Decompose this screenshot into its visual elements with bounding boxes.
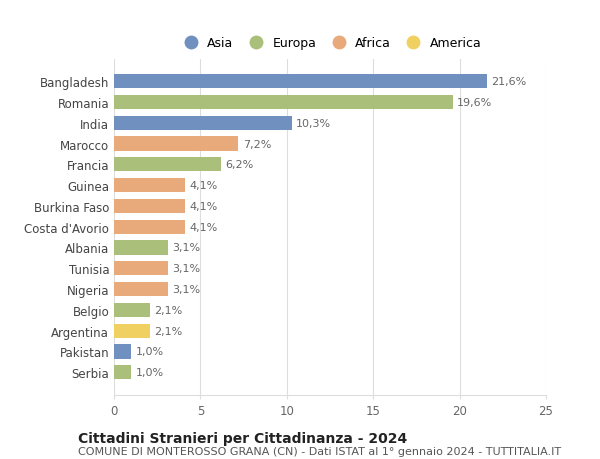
Text: 7,2%: 7,2% xyxy=(243,139,271,149)
Bar xyxy=(114,345,131,359)
Text: 3,1%: 3,1% xyxy=(172,243,200,253)
Bar xyxy=(114,75,487,89)
Bar xyxy=(114,282,167,297)
Text: 4,1%: 4,1% xyxy=(189,202,217,212)
Text: 1,0%: 1,0% xyxy=(136,368,164,377)
Bar xyxy=(114,365,131,380)
Bar xyxy=(114,179,185,193)
Text: 3,1%: 3,1% xyxy=(172,285,200,294)
Text: 21,6%: 21,6% xyxy=(491,77,527,87)
Legend: Asia, Europa, Africa, America: Asia, Europa, Africa, America xyxy=(173,33,487,56)
Bar xyxy=(114,95,452,110)
Bar xyxy=(114,262,167,276)
Text: 1,0%: 1,0% xyxy=(136,347,164,357)
Text: COMUNE DI MONTEROSSO GRANA (CN) - Dati ISTAT al 1° gennaio 2024 - TUTTITALIA.IT: COMUNE DI MONTEROSSO GRANA (CN) - Dati I… xyxy=(78,446,561,456)
Text: 2,1%: 2,1% xyxy=(155,305,183,315)
Text: 2,1%: 2,1% xyxy=(155,326,183,336)
Bar xyxy=(114,199,185,213)
Bar xyxy=(114,324,150,338)
Bar xyxy=(114,303,150,317)
Bar xyxy=(114,117,292,130)
Text: 3,1%: 3,1% xyxy=(172,264,200,274)
Text: 6,2%: 6,2% xyxy=(226,160,254,170)
Text: 4,1%: 4,1% xyxy=(189,181,217,190)
Bar xyxy=(114,137,238,151)
Bar xyxy=(114,220,185,234)
Text: 4,1%: 4,1% xyxy=(189,222,217,232)
Text: 19,6%: 19,6% xyxy=(457,98,492,108)
Bar xyxy=(114,241,167,255)
Bar xyxy=(114,158,221,172)
Text: 10,3%: 10,3% xyxy=(296,118,331,129)
Text: Cittadini Stranieri per Cittadinanza - 2024: Cittadini Stranieri per Cittadinanza - 2… xyxy=(78,431,407,445)
